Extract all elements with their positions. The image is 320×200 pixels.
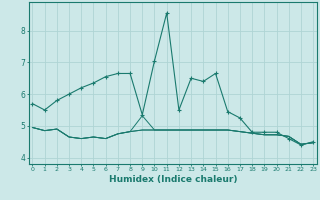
X-axis label: Humidex (Indice chaleur): Humidex (Indice chaleur) xyxy=(108,175,237,184)
